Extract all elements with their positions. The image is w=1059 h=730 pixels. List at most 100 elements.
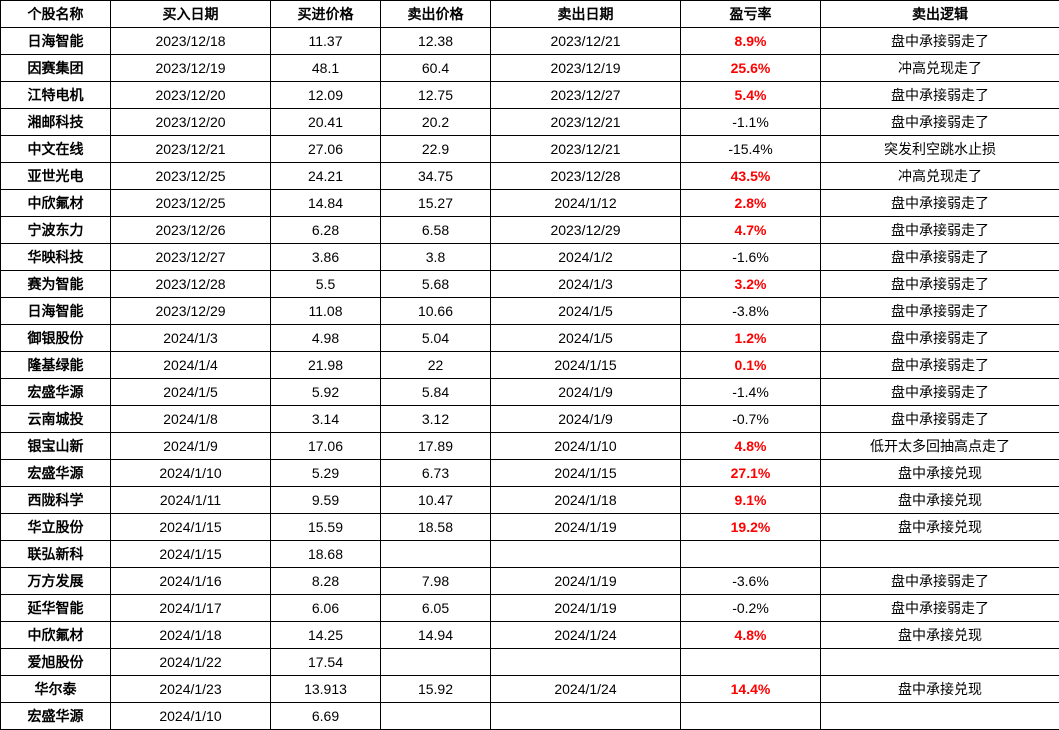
cell-sell_price: 22.9 [381,136,491,163]
table-row: 湘邮科技2023/12/2020.4120.22023/12/21-1.1%盘中… [1,109,1059,136]
cell-name: 宁波东力 [1,217,111,244]
header-buy_price: 买进价格 [271,1,381,28]
cell-profit: -1.1% [681,109,821,136]
cell-name: 中欣氟材 [1,622,111,649]
cell-sell_price [381,649,491,676]
cell-logic: 冲高兑现走了 [821,163,1059,190]
cell-profit: 14.4% [681,676,821,703]
table-row: 中文在线2023/12/2127.0622.92023/12/21-15.4%突… [1,136,1059,163]
cell-sell_date: 2023/12/21 [491,109,681,136]
cell-buy_date: 2024/1/10 [111,460,271,487]
cell-buy_date: 2023/12/20 [111,109,271,136]
cell-buy_price: 6.28 [271,217,381,244]
cell-buy_price: 3.86 [271,244,381,271]
cell-buy_price: 4.98 [271,325,381,352]
header-logic: 卖出逻辑 [821,1,1059,28]
table-row: 日海智能2023/12/2911.0810.662024/1/5-3.8%盘中承… [1,298,1059,325]
cell-sell_price: 22 [381,352,491,379]
cell-buy_price: 11.08 [271,298,381,325]
header-sell_price: 卖出价格 [381,1,491,28]
cell-logic: 冲高兑现走了 [821,55,1059,82]
cell-buy_price: 20.41 [271,109,381,136]
cell-sell_price: 12.75 [381,82,491,109]
cell-name: 隆基绿能 [1,352,111,379]
cell-sell_price: 14.94 [381,622,491,649]
cell-profit: 1.2% [681,325,821,352]
table-row: 银宝山新2024/1/917.0617.892024/1/104.8%低开太多回… [1,433,1059,460]
cell-buy_date: 2023/12/19 [111,55,271,82]
cell-buy_date: 2024/1/15 [111,541,271,568]
cell-profit: 4.7% [681,217,821,244]
cell-buy_date: 2024/1/4 [111,352,271,379]
table-row: 日海智能2023/12/1811.3712.382023/12/218.9%盘中… [1,28,1059,55]
cell-name: 西陇科学 [1,487,111,514]
cell-sell_date: 2023/12/19 [491,55,681,82]
cell-profit [681,703,821,730]
cell-buy_price: 11.37 [271,28,381,55]
cell-buy_date: 2024/1/18 [111,622,271,649]
cell-buy_date: 2023/12/25 [111,190,271,217]
cell-sell_date [491,541,681,568]
cell-sell_date [491,703,681,730]
cell-profit: 4.8% [681,622,821,649]
cell-logic: 盘中承接兑现 [821,676,1059,703]
cell-sell_price: 15.27 [381,190,491,217]
cell-buy_date: 2024/1/9 [111,433,271,460]
cell-sell_date: 2024/1/9 [491,406,681,433]
cell-name: 联弘新科 [1,541,111,568]
cell-profit: -3.8% [681,298,821,325]
cell-logic: 盘中承接弱走了 [821,190,1059,217]
cell-profit: -0.2% [681,595,821,622]
table-row: 亚世光电2023/12/2524.2134.752023/12/2843.5%冲… [1,163,1059,190]
cell-buy_price: 14.25 [271,622,381,649]
cell-buy_price: 9.59 [271,487,381,514]
cell-buy_price: 17.06 [271,433,381,460]
cell-buy_price: 12.09 [271,82,381,109]
cell-name: 宏盛华源 [1,703,111,730]
header-profit: 盈亏率 [681,1,821,28]
cell-sell_date: 2024/1/24 [491,622,681,649]
cell-sell_date: 2024/1/5 [491,325,681,352]
cell-sell_price: 5.68 [381,271,491,298]
table-header-row: 个股名称买入日期买进价格卖出价格卖出日期盈亏率卖出逻辑 [1,1,1059,28]
cell-profit: 25.6% [681,55,821,82]
cell-logic: 盘中承接弱走了 [821,352,1059,379]
cell-buy_date: 2024/1/15 [111,514,271,541]
cell-buy_date: 2023/12/28 [111,271,271,298]
cell-sell_price: 6.58 [381,217,491,244]
cell-buy_date: 2024/1/10 [111,703,271,730]
cell-logic [821,703,1059,730]
header-buy_date: 买入日期 [111,1,271,28]
cell-buy_date: 2023/12/20 [111,82,271,109]
cell-buy_price: 24.21 [271,163,381,190]
cell-name: 中文在线 [1,136,111,163]
cell-sell_price: 5.84 [381,379,491,406]
cell-name: 宏盛华源 [1,460,111,487]
cell-name: 日海智能 [1,28,111,55]
cell-name: 中欣氟材 [1,190,111,217]
table-row: 宁波东力2023/12/266.286.582023/12/294.7%盘中承接… [1,217,1059,244]
cell-sell_date: 2024/1/19 [491,595,681,622]
cell-buy_price: 8.28 [271,568,381,595]
table-row: 西陇科学2024/1/119.5910.472024/1/189.1%盘中承接兑… [1,487,1059,514]
cell-profit: -15.4% [681,136,821,163]
cell-buy_price: 48.1 [271,55,381,82]
cell-buy_date: 2023/12/27 [111,244,271,271]
cell-sell_price [381,703,491,730]
cell-buy_price: 6.69 [271,703,381,730]
cell-name: 银宝山新 [1,433,111,460]
cell-buy_date: 2023/12/18 [111,28,271,55]
cell-logic: 盘中承接兑现 [821,460,1059,487]
cell-profit: 5.4% [681,82,821,109]
cell-profit [681,649,821,676]
cell-buy_price: 15.59 [271,514,381,541]
cell-sell_price: 6.05 [381,595,491,622]
cell-name: 万方发展 [1,568,111,595]
cell-logic: 低开太多回抽高点走了 [821,433,1059,460]
table-row: 华尔泰2024/1/2313.91315.922024/1/2414.4%盘中承… [1,676,1059,703]
cell-sell_price: 34.75 [381,163,491,190]
header-sell_date: 卖出日期 [491,1,681,28]
table-row: 云南城投2024/1/83.143.122024/1/9-0.7%盘中承接弱走了 [1,406,1059,433]
cell-logic: 盘中承接弱走了 [821,82,1059,109]
cell-profit: 19.2% [681,514,821,541]
